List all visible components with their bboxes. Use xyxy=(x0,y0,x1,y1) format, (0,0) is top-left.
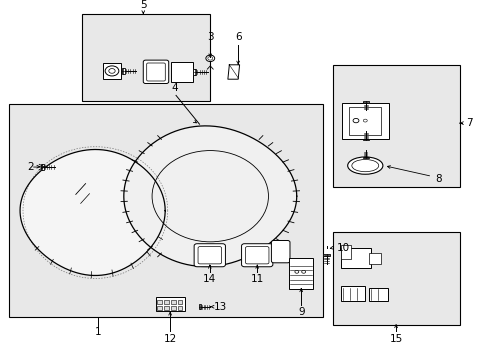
Text: 13: 13 xyxy=(213,302,226,312)
Bar xyxy=(362,157,368,158)
Bar xyxy=(171,62,193,82)
Bar xyxy=(163,306,168,310)
Text: 7: 7 xyxy=(466,118,472,128)
Text: 8: 8 xyxy=(435,174,442,184)
Ellipse shape xyxy=(352,118,358,123)
FancyBboxPatch shape xyxy=(245,247,268,264)
Bar xyxy=(82,14,210,101)
Bar xyxy=(323,254,329,256)
Ellipse shape xyxy=(351,159,378,172)
Polygon shape xyxy=(227,65,239,79)
Text: 4: 4 xyxy=(171,83,178,93)
Bar xyxy=(341,248,370,268)
Bar xyxy=(332,232,459,325)
Ellipse shape xyxy=(301,270,305,273)
Polygon shape xyxy=(123,126,296,266)
Ellipse shape xyxy=(108,68,115,73)
Bar xyxy=(155,297,184,311)
Ellipse shape xyxy=(363,119,366,122)
Bar xyxy=(368,253,381,264)
Bar xyxy=(170,300,175,304)
Text: 14: 14 xyxy=(203,274,216,284)
Text: 11: 11 xyxy=(250,274,264,284)
Ellipse shape xyxy=(207,57,212,60)
Text: 10: 10 xyxy=(336,243,349,253)
FancyBboxPatch shape xyxy=(194,244,225,267)
Bar xyxy=(368,288,387,301)
Bar xyxy=(170,306,175,310)
Bar xyxy=(9,104,322,317)
Bar xyxy=(177,306,182,310)
Text: 9: 9 xyxy=(297,307,304,317)
Bar xyxy=(41,164,43,170)
Bar xyxy=(348,107,380,135)
Bar xyxy=(163,300,168,304)
Bar xyxy=(193,69,196,75)
Text: 12: 12 xyxy=(163,334,177,344)
FancyBboxPatch shape xyxy=(271,240,289,263)
Bar xyxy=(362,139,368,140)
Text: 3: 3 xyxy=(206,32,213,42)
Bar xyxy=(157,306,162,310)
Ellipse shape xyxy=(294,270,298,273)
FancyBboxPatch shape xyxy=(198,247,221,264)
Bar xyxy=(157,300,162,304)
Bar xyxy=(341,245,350,259)
Bar xyxy=(332,65,459,187)
Text: 5: 5 xyxy=(140,0,146,10)
Text: 15: 15 xyxy=(388,334,402,344)
Bar xyxy=(341,286,364,301)
FancyBboxPatch shape xyxy=(241,244,272,267)
Bar xyxy=(198,304,201,309)
Text: 2: 2 xyxy=(27,162,34,172)
Text: 6: 6 xyxy=(234,32,241,42)
FancyBboxPatch shape xyxy=(146,63,165,81)
FancyBboxPatch shape xyxy=(143,60,168,84)
Bar xyxy=(289,258,312,289)
Bar xyxy=(102,63,121,79)
Bar xyxy=(177,300,182,304)
Ellipse shape xyxy=(347,157,382,174)
Bar xyxy=(122,68,124,74)
Bar xyxy=(362,101,368,103)
Bar xyxy=(342,103,388,139)
Polygon shape xyxy=(20,149,165,275)
Ellipse shape xyxy=(205,55,214,62)
Ellipse shape xyxy=(105,66,119,76)
Text: 1: 1 xyxy=(94,327,101,337)
